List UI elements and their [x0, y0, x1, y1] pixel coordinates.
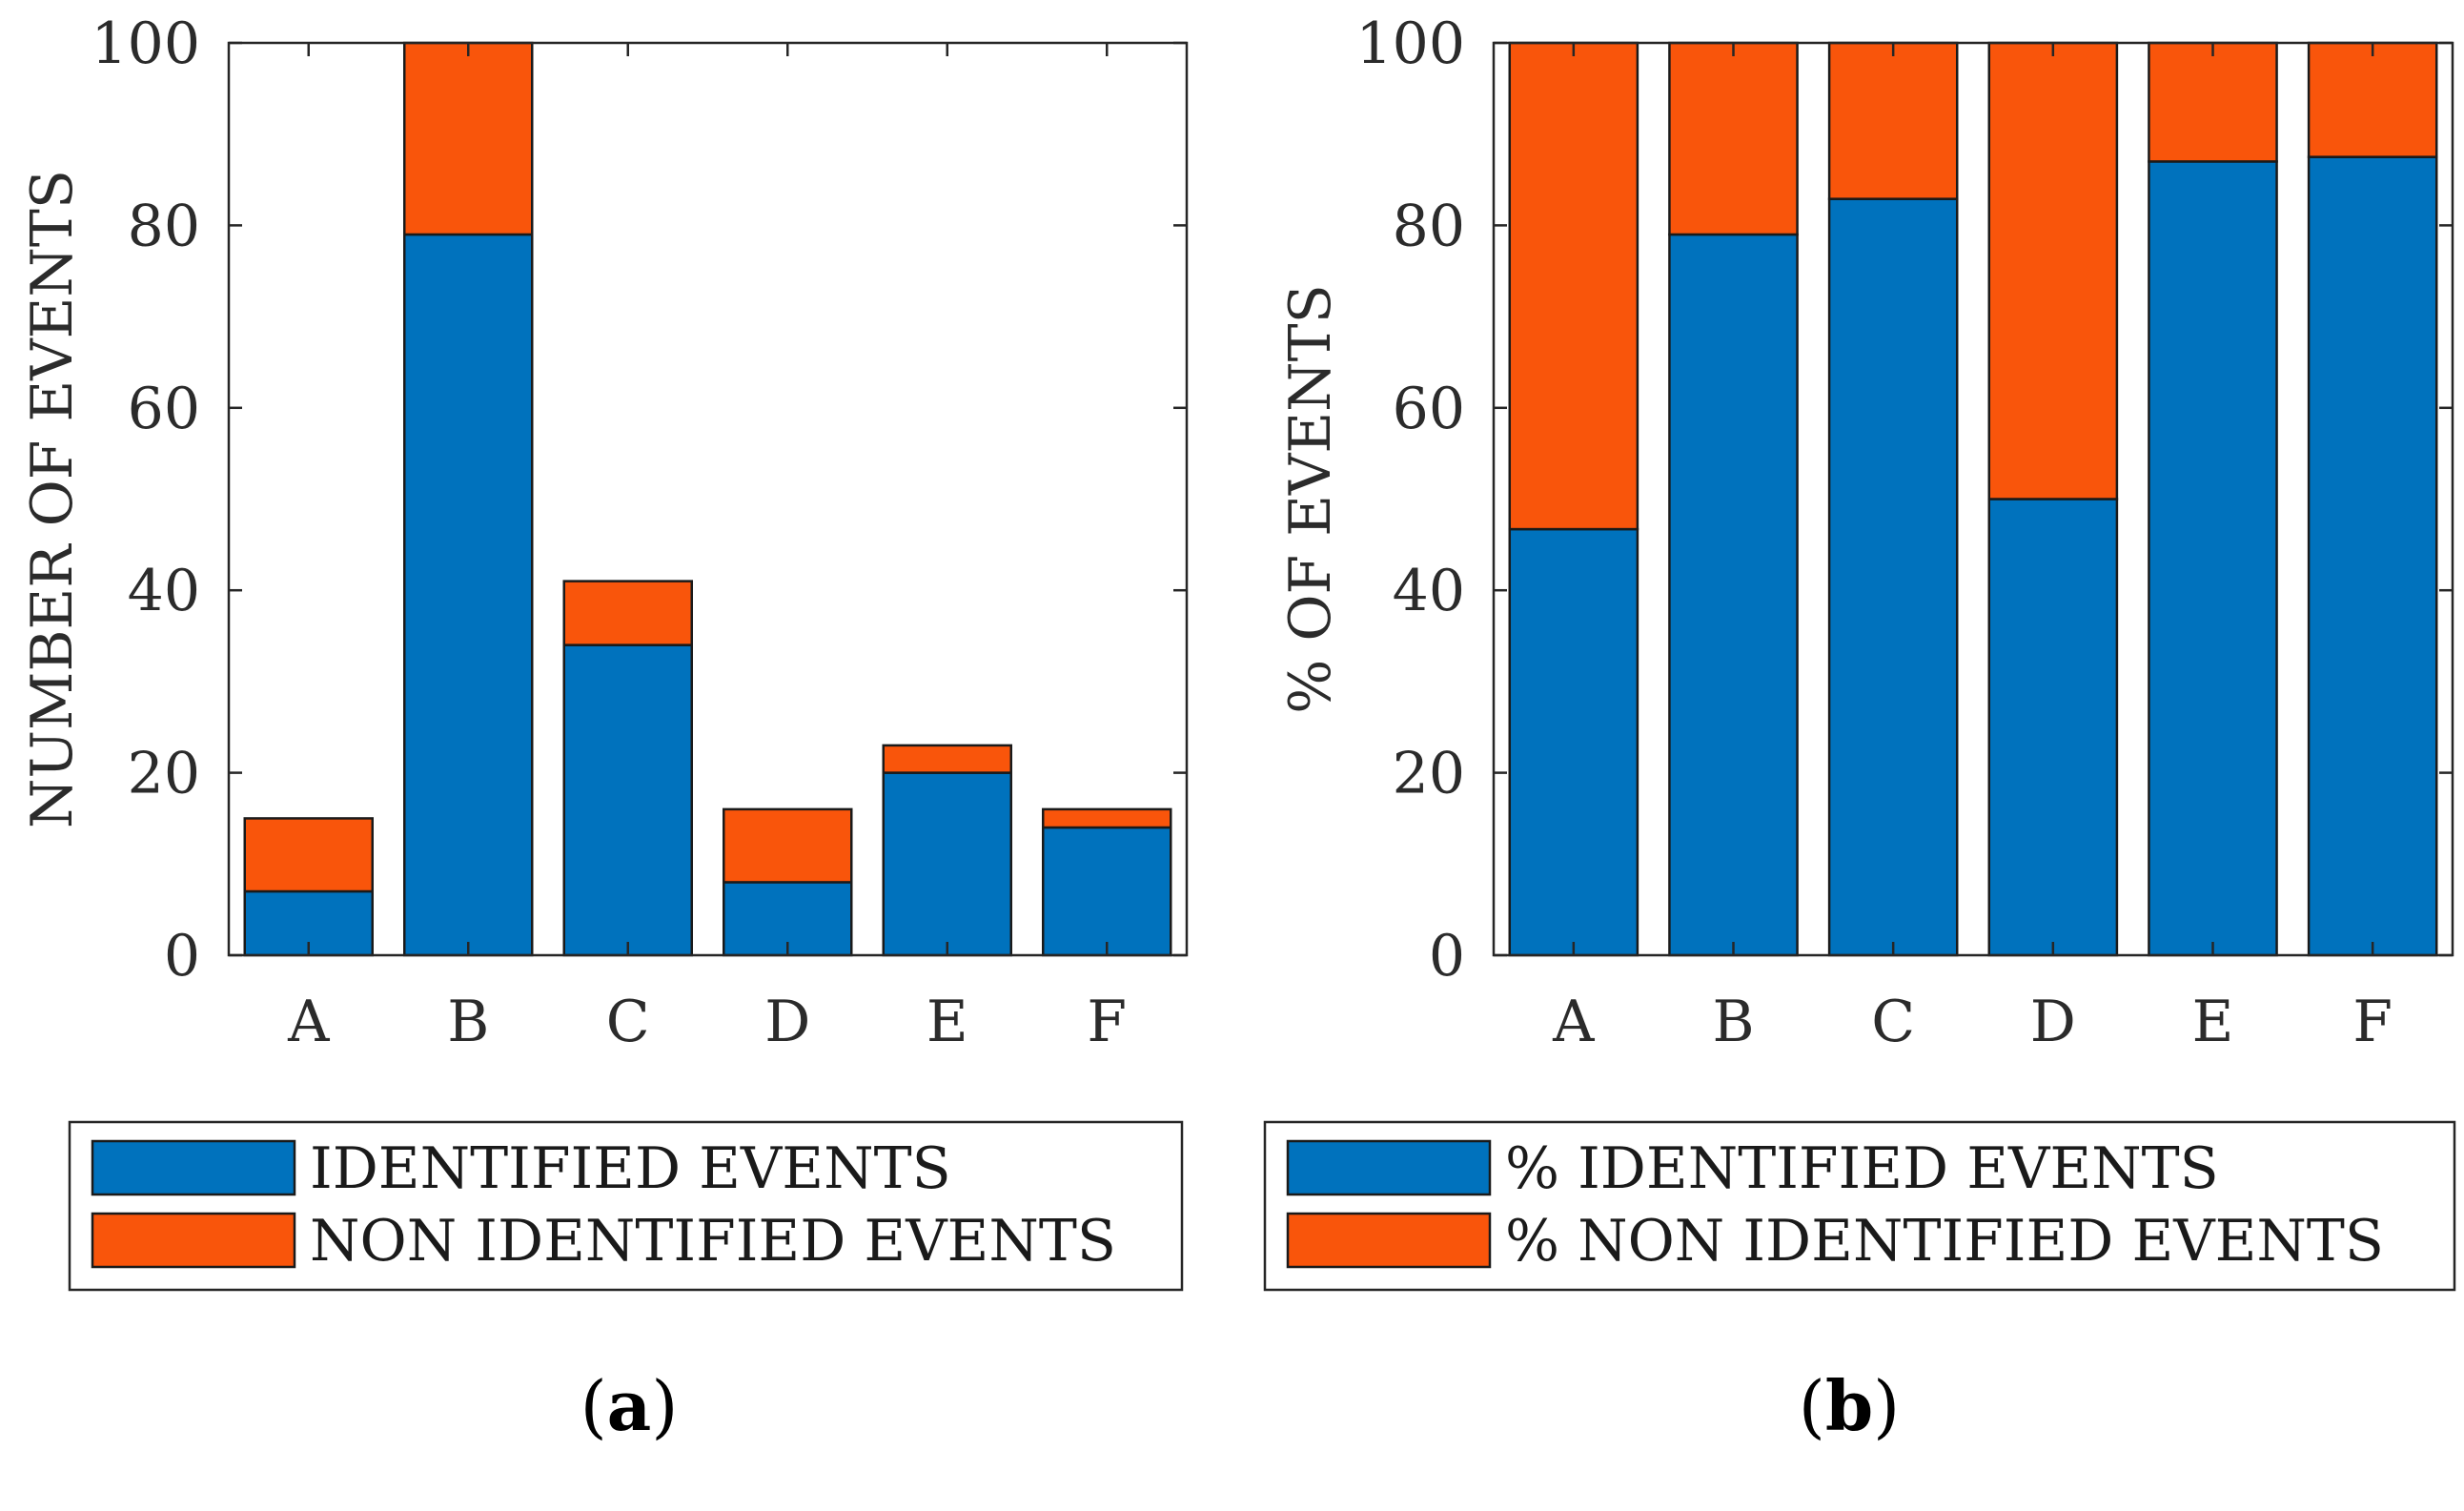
y-tick-label: 80: [128, 193, 200, 259]
x-tick-label-f: F: [1087, 989, 1127, 1055]
bar-b-identified: [1668, 233, 1799, 957]
axes-box: [227, 41, 1189, 957]
y-tick-label: 40: [128, 558, 200, 624]
bar-c-non-identified: [562, 580, 693, 646]
x-tick-label-a: A: [1552, 989, 1595, 1055]
bar-e-identified: [882, 771, 1012, 957]
bar-d-non-identified: [1987, 41, 2119, 500]
y-tick-label: 20: [1393, 741, 1465, 807]
panel-b: 0 20 40 60 80 100 A B C D E F % OF EVENTS % IDENTIFIE…: [1263, 10, 2456, 1446]
legend-label-non-identified: % NON IDENTIFIED EVENTS: [1505, 1208, 2384, 1275]
x-tick-label-e: E: [2192, 989, 2234, 1055]
x-tick-label-c: C: [1871, 989, 1915, 1055]
bar-f-identified: [2307, 155, 2438, 957]
bar-d-identified: [1987, 498, 2119, 957]
y-tick-label: 0: [164, 923, 200, 990]
y-tick-label: 20: [128, 741, 200, 807]
plot-area: [229, 43, 1187, 955]
legend-swatch-identified: [1286, 1139, 1492, 1196]
bar-a-non-identified: [243, 817, 374, 893]
x-tick-label-d: D: [2030, 989, 2076, 1055]
y-tick-label: 40: [1393, 558, 1465, 624]
panel-a: 0 20 40 60 80 100 A B C D E F NUMBER OF EVENTS IDENTI…: [19, 10, 1189, 1446]
x-tick-label-f: F: [2352, 989, 2393, 1055]
y-tick-label: 100: [1355, 10, 1465, 77]
bar-b-identified: [403, 233, 534, 957]
legend-swatch-non-identified: [91, 1212, 296, 1269]
panel-label-a: (a): [580, 1365, 679, 1446]
bar-e-identified: [2148, 160, 2278, 957]
y-tick-label: 0: [1429, 923, 1465, 990]
y-axis-title: NUMBER OF EVENTS: [19, 170, 86, 828]
plot-area: [1494, 43, 2453, 955]
y-axis-title: % OF EVENTS: [1277, 284, 1344, 714]
bar-a-identified: [1508, 527, 1639, 957]
legend-label-non-identified: NON IDENTIFIED EVENTS: [310, 1208, 1116, 1275]
y-tick-label: 100: [91, 10, 200, 77]
legend-label-identified: % IDENTIFIED EVENTS: [1505, 1135, 2219, 1202]
bar-a-non-identified: [1508, 41, 1639, 531]
bar-f-identified: [1042, 826, 1172, 957]
legend-swatch-identified: [91, 1139, 296, 1196]
x-tick-label-c: C: [606, 989, 650, 1055]
x-tick-label-d: D: [764, 989, 810, 1055]
axes-box: [1492, 41, 2454, 957]
y-tick-label: 60: [1393, 376, 1465, 442]
legend-swatch-non-identified: [1286, 1212, 1492, 1269]
legend-label-identified: IDENTIFIED EVENTS: [310, 1135, 951, 1202]
bar-b-non-identified: [1668, 41, 1799, 236]
bar-c-identified: [1827, 197, 1959, 957]
x-tick-label-e: E: [927, 989, 968, 1055]
bar-b-non-identified: [403, 41, 534, 236]
bar-e-non-identified: [2148, 41, 2278, 163]
bar-c-non-identified: [1827, 41, 1959, 200]
bar-c-identified: [562, 643, 693, 957]
y-tick-label: 80: [1393, 193, 1465, 259]
bar-e-non-identified: [882, 744, 1012, 774]
y-tick-label: 60: [128, 376, 200, 442]
bar-f-non-identified: [2307, 41, 2438, 158]
x-tick-label-a: A: [287, 989, 330, 1055]
x-tick-label-b: B: [447, 989, 489, 1055]
panel-label-b: (b): [1799, 1365, 1901, 1446]
x-tick-label-b: B: [1712, 989, 1754, 1055]
bar-d-non-identified: [723, 807, 853, 884]
bar-f-non-identified: [1042, 807, 1172, 829]
